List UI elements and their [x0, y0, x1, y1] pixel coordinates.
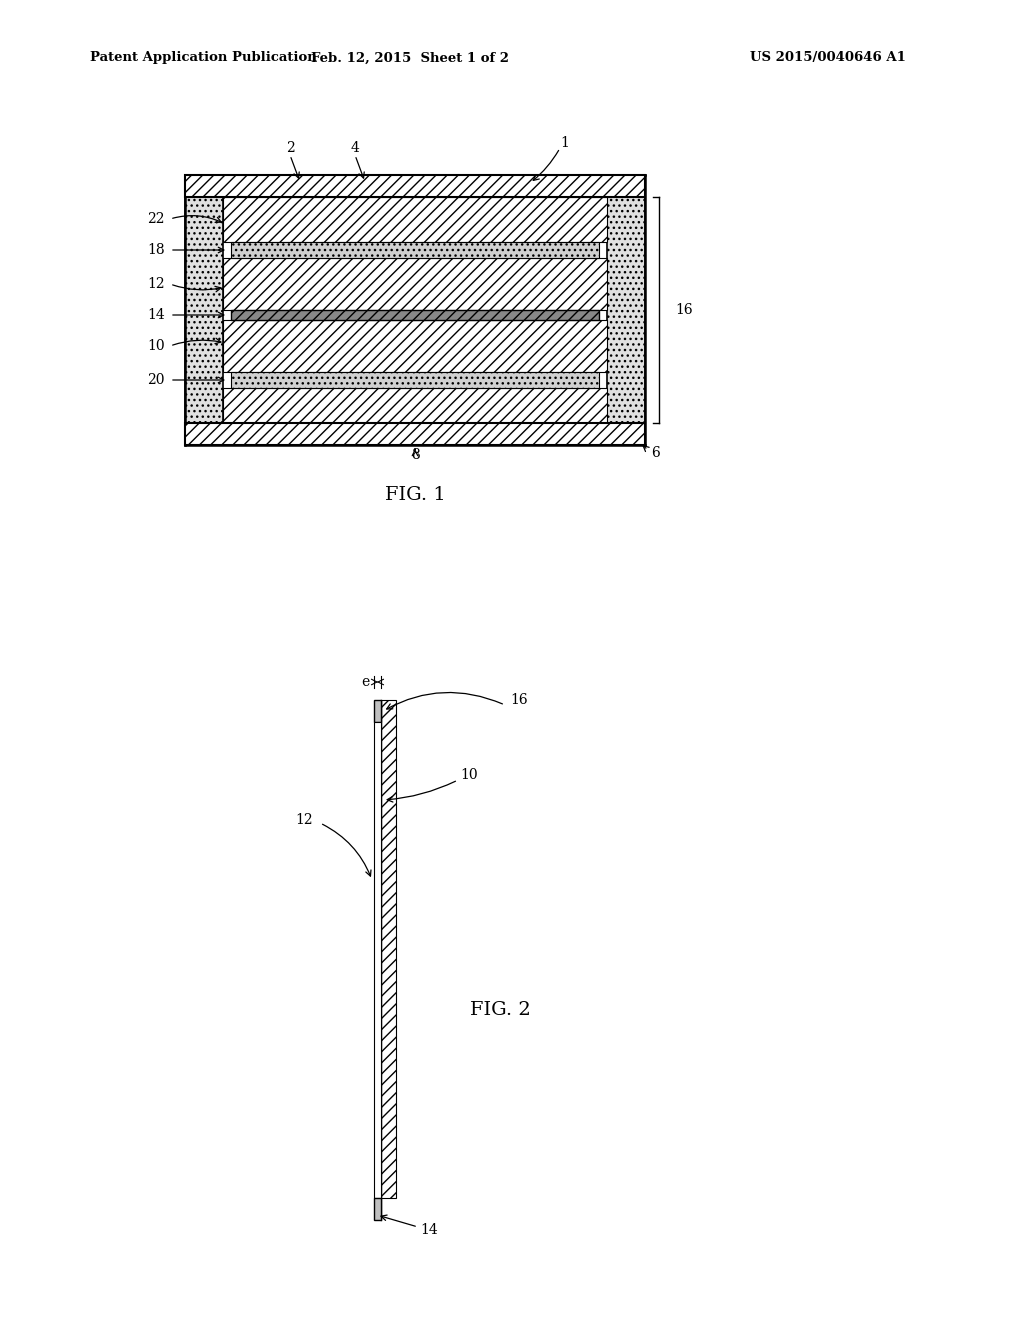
Bar: [607, 197, 645, 422]
Text: 8: 8: [411, 447, 420, 462]
Bar: [185, 197, 223, 422]
Bar: [231, 242, 599, 257]
Text: 16: 16: [675, 304, 692, 317]
Bar: [231, 310, 599, 319]
Bar: [223, 319, 607, 372]
Bar: [374, 722, 381, 1199]
Bar: [231, 372, 599, 388]
Text: 10: 10: [147, 339, 165, 352]
Text: 22: 22: [147, 213, 165, 226]
Text: 18: 18: [147, 243, 165, 257]
Text: 6: 6: [650, 446, 659, 459]
Bar: [185, 176, 645, 197]
Text: e: e: [360, 675, 369, 689]
Text: Feb. 12, 2015  Sheet 1 of 2: Feb. 12, 2015 Sheet 1 of 2: [311, 51, 509, 65]
Text: 16: 16: [510, 693, 527, 708]
Text: 14: 14: [147, 308, 165, 322]
Text: 14: 14: [420, 1224, 437, 1237]
Text: Patent Application Publication: Patent Application Publication: [90, 51, 316, 65]
Bar: [223, 388, 607, 422]
Text: FIG. 1: FIG. 1: [385, 486, 445, 504]
Bar: [185, 422, 645, 445]
Text: FIG. 2: FIG. 2: [470, 1001, 530, 1019]
Text: 4: 4: [350, 141, 359, 154]
Text: 20: 20: [147, 374, 165, 387]
Text: 1: 1: [560, 136, 569, 150]
Text: 12: 12: [295, 813, 312, 828]
Text: 2: 2: [286, 141, 294, 154]
Bar: [223, 197, 607, 242]
Bar: [374, 700, 381, 722]
Text: 10: 10: [460, 768, 477, 781]
Text: 12: 12: [147, 277, 165, 290]
Bar: [381, 700, 396, 1199]
Bar: [374, 1199, 381, 1220]
Text: US 2015/0040646 A1: US 2015/0040646 A1: [750, 51, 906, 65]
Bar: [223, 257, 607, 310]
